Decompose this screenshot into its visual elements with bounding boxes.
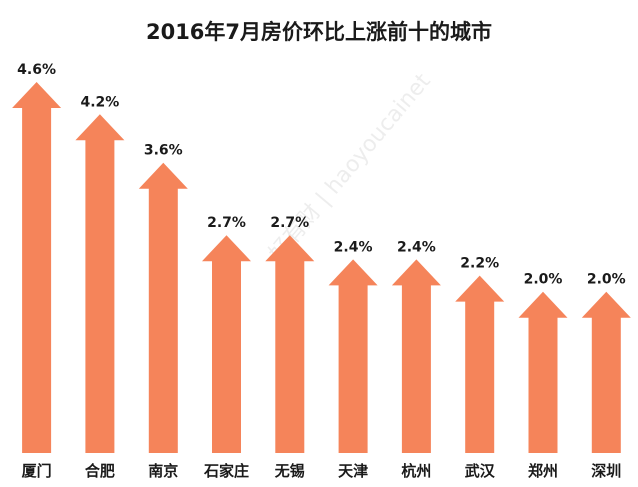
category-label-9: 深圳 — [591, 462, 621, 480]
category-label-3: 石家庄 — [203, 462, 249, 480]
data-label-1: 4.2% — [80, 94, 119, 110]
data-label-5: 2.4% — [334, 239, 373, 255]
data-label-9: 2.0% — [587, 272, 626, 288]
category-label-5: 天津 — [338, 462, 368, 480]
data-label-3: 2.7% — [207, 215, 246, 231]
bar-arrow-4 — [265, 235, 315, 453]
data-label-8: 2.0% — [524, 272, 563, 288]
category-label-4: 无锡 — [274, 462, 305, 480]
category-label-7: 武汉 — [465, 462, 496, 480]
bar-arrow-0 — [12, 82, 62, 453]
category-label-2: 南京 — [148, 462, 178, 480]
bar-arrow-8 — [518, 291, 568, 453]
category-label-8: 郑州 — [528, 462, 558, 480]
chart-title: 2016年7月房价环比上涨前十的城市 — [145, 20, 493, 44]
bar-arrow-5 — [328, 259, 378, 453]
data-label-0: 4.6% — [17, 62, 56, 78]
data-label-2: 3.6% — [144, 143, 183, 159]
data-label-6: 2.4% — [397, 239, 436, 255]
category-label-0: 厦门 — [22, 462, 52, 480]
bar-arrow-7 — [455, 275, 505, 453]
bar-arrow-6 — [391, 259, 441, 453]
data-label-7: 2.2% — [460, 256, 499, 272]
bar-arrow-1 — [75, 114, 125, 454]
bar-arrow-2 — [138, 162, 188, 453]
category-label-1: 合肥 — [84, 462, 115, 480]
bar-arrow-3 — [202, 235, 251, 453]
category-label-6: 杭州 — [401, 462, 431, 480]
data-label-4: 2.7% — [270, 215, 309, 231]
bar-arrow-9 — [581, 291, 631, 453]
